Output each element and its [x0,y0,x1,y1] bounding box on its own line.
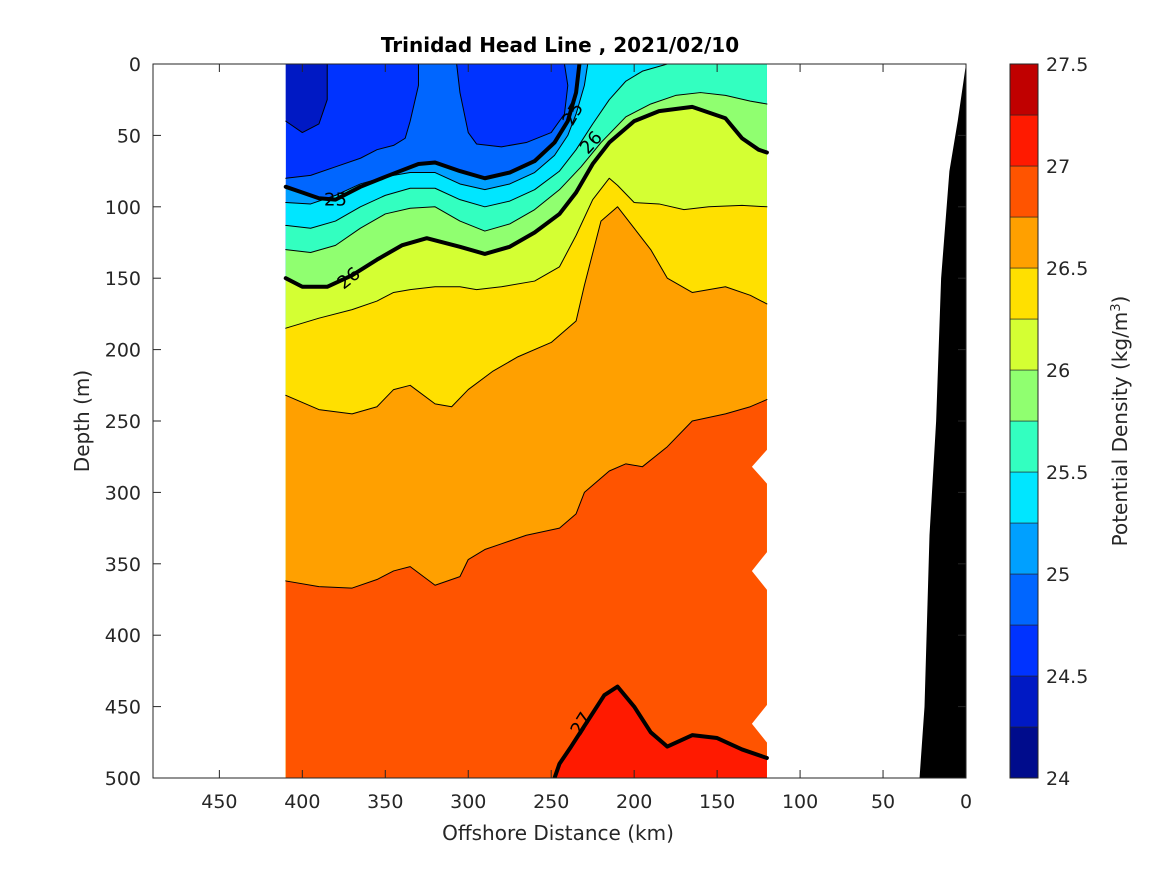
isopycnal-line [285,177,768,329]
colorbar-swatch [1009,675,1039,728]
colorbar-swatch [1009,726,1039,779]
colorbar-tick-label: 25.5 [1046,462,1088,484]
y-axis-label: Depth (m) [70,370,94,472]
data-gap [751,448,768,485]
colorbar-swatch [1009,420,1039,473]
data-gap [751,703,768,744]
isopycnal-line [285,92,768,253]
isopycnal-lines [283,64,769,778]
colorbar-swatch [1009,216,1039,269]
colorbar-label-main: Potential Density (kg/m [1108,312,1132,547]
colorbar-swatch [1009,267,1039,320]
colorbar-swatch [1009,165,1039,218]
x-tick-label: 350 [367,791,403,813]
y-tick-label: 50 [117,125,141,147]
colorbar-tick-label: 26.5 [1046,258,1088,280]
y-axis: 0 50 100 150 200 250 300 350 400 450 500 [105,54,966,790]
colorbar-swatch [1009,318,1039,371]
isopycnal-line [285,64,668,229]
isopycnal-labeled-line [283,104,769,289]
y-tick-label: 150 [105,268,141,290]
density-band [456,64,568,147]
x-tick-label: 300 [450,791,486,813]
isopycnal-line [285,399,768,589]
isopycnal-line [285,206,768,415]
x-axis: 450 400 350 300 250 200 150 100 50 0 [201,64,972,813]
y-tick-label: 500 [105,768,141,790]
y-tick-label: 0 [129,54,141,76]
y-tick-label: 250 [105,411,141,433]
isopycnal-labeled-line [552,684,769,778]
colorbar-tick-label: 27 [1046,156,1070,178]
contour-label: 25 [324,190,347,211]
isopycnal-line [285,64,419,179]
colorbar-swatch [1009,573,1039,626]
isopycnal-line [456,64,569,148]
isopycnal-labeled-line [283,64,582,202]
contour-label-group: 25 [324,190,347,211]
x-tick-label: 150 [699,791,735,813]
colorbar-label: Potential Density (kg/m3) [1108,296,1132,547]
chart-title: Trinidad Head Line , 2021/02/10 [381,33,739,57]
x-tick-label: 250 [533,791,569,813]
colorbar-tick-label: 24 [1046,768,1070,790]
section-data-gaps [751,448,768,744]
colorbar-tick-label: 25 [1046,564,1070,586]
colorbar-swatch [1009,369,1039,422]
x-tick-label: 200 [616,791,652,813]
colorbar-ticks: 24 24.5 25 25.5 26 26.5 27 27.5 [1046,54,1088,790]
x-axis-label: Offshore Distance (km) [442,821,674,845]
y-tick-label: 100 [105,197,141,219]
x-tick-label: 0 [960,791,972,813]
colorbar-swatch [1009,522,1039,575]
data-gap [751,550,768,591]
isopycnal-line [285,64,328,134]
colorbar-tick-label: 27.5 [1046,54,1088,76]
colorbar-swatch [1009,624,1039,677]
colorbar-swatch [1009,63,1039,116]
colorbar [1009,63,1039,779]
isopycnal-line [285,64,589,205]
density-band [285,686,767,778]
seafloor [919,64,966,778]
bathymetry [919,64,966,778]
density-band [285,64,328,133]
colorbar-label-tail: ) [1108,296,1132,304]
colorbar-tick-label: 24.5 [1046,666,1088,688]
density-band [285,399,767,778]
x-tick-label: 50 [871,791,895,813]
x-tick-label: 400 [284,791,320,813]
y-tick-label: 350 [105,554,141,576]
colorbar-swatch [1009,114,1039,167]
colorbar-swatch [1009,471,1039,524]
x-tick-label: 100 [782,791,818,813]
y-tick-label: 300 [105,482,141,504]
x-tick-label: 450 [201,791,237,813]
y-tick-label: 450 [105,697,141,719]
colorbar-label-superscript: 3 [1109,303,1124,311]
colorbar-frame [1009,63,1039,779]
y-tick-label: 400 [105,625,141,647]
density-section [285,64,767,778]
colorbar-tick-label: 26 [1046,360,1070,382]
y-tick-label: 200 [105,340,141,362]
